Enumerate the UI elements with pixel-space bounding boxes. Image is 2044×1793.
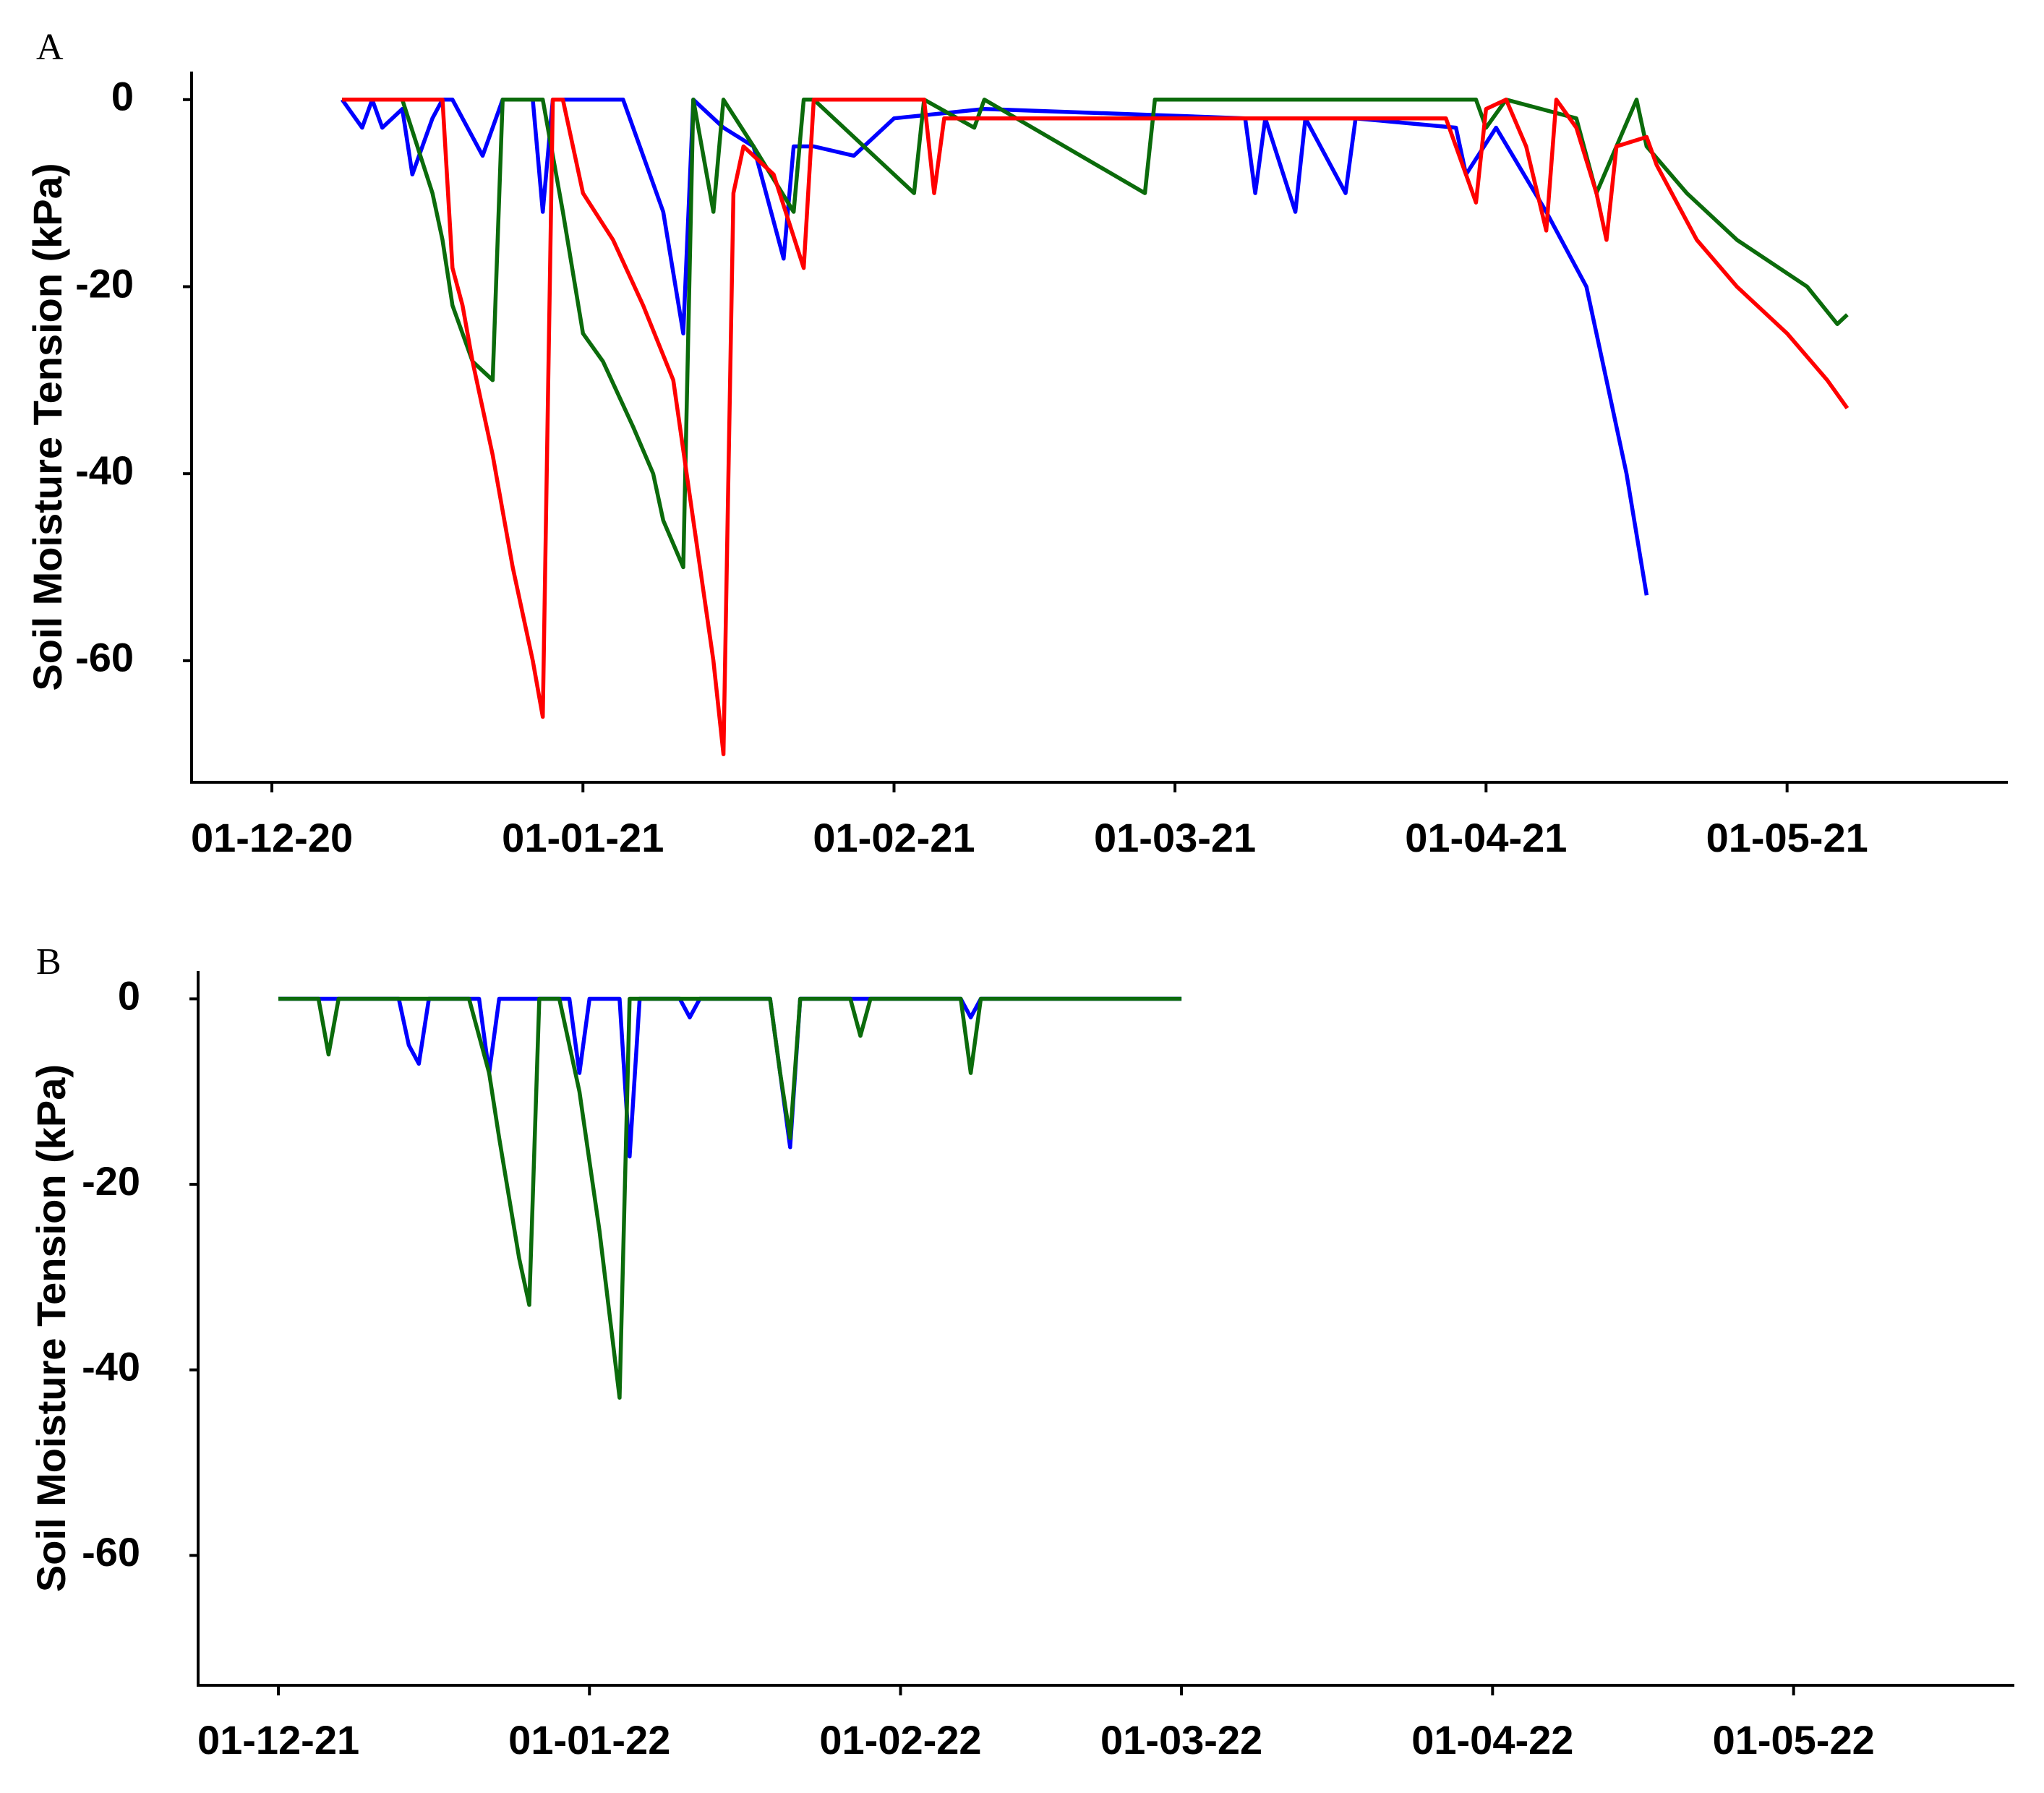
y-tick-label: -20 (75, 260, 134, 306)
axes (190, 72, 2008, 784)
x-tick-label: 01-04-21 (1405, 815, 1567, 860)
x-tick-label: 01-03-22 (1100, 1717, 1262, 1763)
x-tick-label: 01-12-20 (191, 815, 353, 860)
series-line (278, 996, 1182, 1159)
x-tick-label: 01-01-22 (508, 1717, 670, 1763)
panel-label: B (36, 941, 61, 983)
chart-panel: B Soil Moisture Tension (kPa) 0 -20 -40 -60 01… (28, 941, 2014, 1763)
x-tick-label: 01-02-21 (813, 815, 975, 860)
y-axis-label: Soil Moisture Tension (kPa) (28, 1064, 74, 1592)
axes (197, 971, 2014, 1687)
panel-label: A (36, 27, 64, 68)
chart-panel: A Soil Moisture Tension (kPa) 0 -20 -40 -60 01… (25, 27, 2008, 860)
y-tick-label: -60 (75, 635, 134, 680)
y-tick-label: 0 (118, 972, 140, 1018)
x-tick-label: 01-12-21 (197, 1717, 359, 1763)
x-tick-label: 01-05-21 (1706, 815, 1868, 860)
y-tick-label: -40 (75, 448, 134, 493)
x-tick-label: 01-05-22 (1713, 1717, 1875, 1763)
x-tick-label: 01-02-22 (819, 1717, 981, 1763)
y-axis-label: Soil Moisture Tension (kPa) (25, 163, 70, 690)
series-line (340, 98, 1649, 596)
series-line (342, 98, 1850, 756)
x-tick-label: 01-01-21 (502, 815, 664, 860)
series-line (342, 98, 1849, 570)
y-tick-label: -40 (82, 1344, 140, 1390)
y-tick-label: 0 (111, 74, 134, 119)
x-tick-label: 01-04-22 (1411, 1717, 1573, 1763)
y-tick-label: -60 (82, 1529, 140, 1575)
series-line (278, 996, 1182, 1400)
x-tick-label: 01-03-21 (1094, 815, 1256, 860)
y-tick-label: -20 (82, 1158, 140, 1204)
